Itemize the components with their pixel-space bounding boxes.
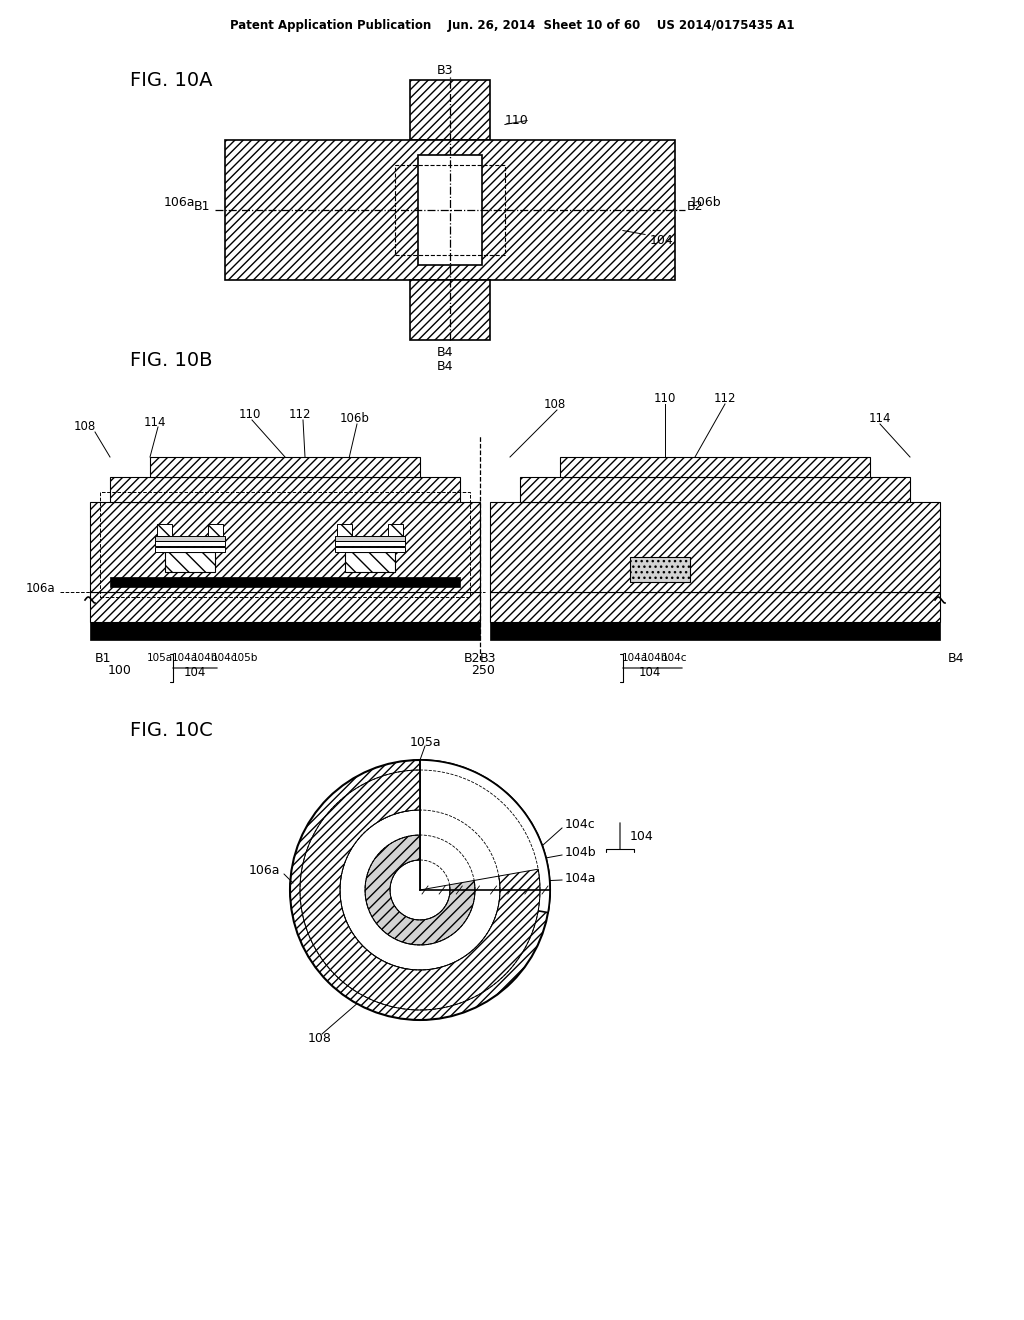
Polygon shape [390,861,450,920]
Bar [395,165,505,255]
Text: 104b: 104b [565,846,597,858]
Text: 104: 104 [639,665,662,678]
Text: 104a: 104a [622,653,648,663]
Bar [337,524,352,536]
Text: 108: 108 [544,399,566,412]
Polygon shape [340,810,500,970]
Text: B2: B2 [464,652,480,664]
Text: 106b: 106b [340,412,370,425]
Text: 104b: 104b [642,653,669,663]
Text: B4: B4 [437,346,454,359]
Bar [110,577,460,587]
Polygon shape [365,836,475,945]
Text: 110: 110 [239,408,261,421]
Bar [345,552,395,572]
Bar [335,546,406,552]
Text: 104b: 104b [191,653,218,663]
Polygon shape [300,770,540,1010]
Text: B2: B2 [687,201,703,214]
Bar [410,280,490,341]
Bar [490,622,940,640]
Text: B1: B1 [95,652,112,664]
Bar [388,524,403,536]
Text: 108: 108 [74,421,96,433]
Text: 110: 110 [505,114,528,127]
Bar [520,477,910,502]
Text: 104c: 104c [565,818,596,832]
Text: 110: 110 [653,392,676,405]
Bar [90,591,480,622]
Text: 105a: 105a [146,653,173,663]
Bar [90,502,480,591]
Text: FIG. 10A: FIG. 10A [130,70,213,90]
Bar [165,552,215,572]
Text: 114: 114 [868,412,891,425]
Text: 106a: 106a [26,582,55,595]
Text: 108: 108 [308,1031,332,1044]
Bar [150,457,420,477]
Bar [225,140,675,280]
Bar [208,524,223,536]
Text: B3: B3 [480,652,497,664]
Text: 104a: 104a [565,871,597,884]
Text: 104a: 104a [172,653,198,663]
Bar [335,536,406,541]
Text: 106a: 106a [249,863,280,876]
Bar [110,477,460,502]
Bar [90,622,480,640]
Text: 106b: 106b [690,195,722,209]
Text: 250: 250 [471,664,495,676]
Bar [410,81,490,140]
Text: Patent Application Publication    Jun. 26, 2014  Sheet 10 of 60    US 2014/01754: Patent Application Publication Jun. 26, … [229,18,795,32]
Text: 105a: 105a [410,735,440,748]
Text: 112: 112 [714,392,736,405]
Text: 112: 112 [289,408,311,421]
Text: 104: 104 [184,665,206,678]
Polygon shape [420,760,550,912]
Text: 100: 100 [109,664,132,676]
Bar [100,492,470,597]
Text: 104c: 104c [663,653,688,663]
Bar [418,154,482,265]
Text: 106a: 106a [164,195,195,209]
Bar [560,457,870,477]
Text: FIG. 10C: FIG. 10C [130,721,213,739]
Bar [155,536,225,541]
Text: FIG. 10B: FIG. 10B [130,351,213,370]
Text: B3: B3 [437,63,454,77]
Text: 114: 114 [143,416,166,429]
Text: B4: B4 [948,652,965,664]
Text: B4: B4 [437,360,454,374]
Text: 104: 104 [630,829,653,842]
Text: 104: 104 [650,234,674,247]
Bar [490,502,940,591]
Bar [155,541,225,546]
Bar [630,557,690,582]
Bar [490,591,940,622]
Circle shape [290,760,550,1020]
Text: 104c: 104c [212,653,238,663]
Text: B1: B1 [194,201,210,214]
Bar [155,546,225,552]
Bar [335,541,406,546]
Bar [157,524,172,536]
Text: 105b: 105b [231,653,258,663]
